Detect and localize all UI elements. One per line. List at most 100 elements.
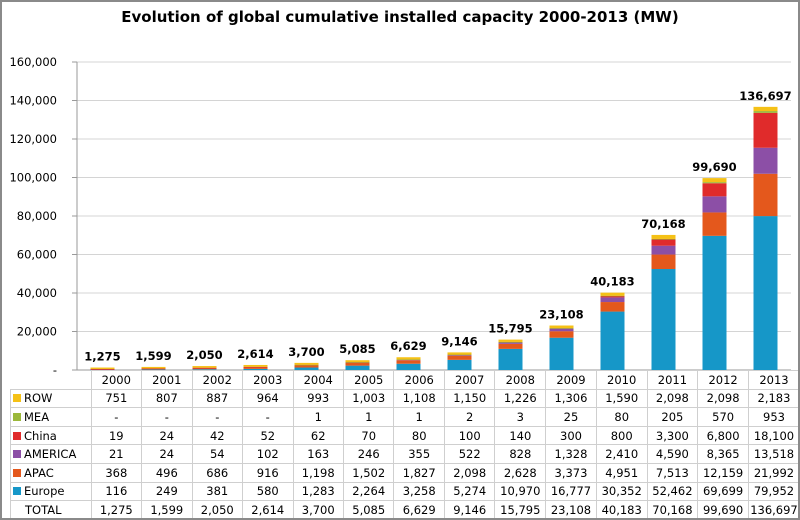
- bar-segment-america: [447, 354, 472, 356]
- bar-segment-apac: [651, 254, 676, 270]
- y-tick-label: 120,000: [9, 132, 57, 146]
- total-data-label: 40,183: [590, 275, 634, 289]
- x-tick-label: 2004: [292, 370, 344, 390]
- bar-segment-mea: [702, 182, 727, 184]
- legend-entry: ROW: [10, 388, 92, 409]
- bar-segment-europe: [141, 369, 166, 371]
- table-cell: 8,365: [697, 444, 749, 464]
- x-tick-label: 2001: [141, 370, 193, 390]
- legend-entry: China: [10, 425, 92, 446]
- bar-segment-apac: [549, 331, 574, 338]
- bar-segment-row: [702, 178, 727, 183]
- y-tick-label: 60,000: [17, 248, 57, 262]
- table-cell: 69,699: [697, 481, 749, 502]
- x-tick-label: 2009: [545, 370, 597, 390]
- table-row-america: AMERICA 21 24 54 102 163 246 355 522 828 1,328 2,41…: [10, 444, 800, 464]
- bar-segment-china: [753, 112, 778, 148]
- legend-label: APAC: [24, 465, 54, 480]
- table-cell: 2,098: [443, 462, 496, 483]
- table-cell: 79,952: [747, 481, 800, 502]
- table-corner: [10, 370, 92, 390]
- bar-segment-china: [651, 239, 676, 246]
- table-cell: 1,226: [494, 388, 547, 409]
- bar-segment-europe: [753, 216, 778, 370]
- table-row-total: TOTAL 1,275 1,599 2,050 2,614 3,700 5,085 6,629…: [10, 500, 800, 520]
- table-cell: 6,800: [697, 425, 749, 446]
- total-data-label: 99,690: [692, 160, 736, 174]
- table-cell: 1,328: [545, 444, 597, 464]
- y-tick-label: 40,000: [17, 286, 57, 300]
- bar-segment-mea: [651, 238, 676, 240]
- bar-segment-apac: [702, 212, 727, 236]
- x-tick-label: 2005: [342, 370, 395, 390]
- bar-segment-apac: [243, 367, 268, 369]
- bar-segment-mea: [600, 295, 625, 297]
- table-cell: 2,264: [342, 481, 395, 502]
- x-tick-label: 2006: [393, 370, 445, 390]
- bar-segment-america: [651, 245, 676, 255]
- table-cell: 4,951: [595, 462, 648, 483]
- table-cell: 54: [191, 444, 244, 464]
- bar-segment-europe: [702, 235, 727, 370]
- table-cell: 1,108: [393, 388, 445, 409]
- x-tick-label: 2013: [747, 370, 800, 390]
- bar-segment-apac: [396, 360, 421, 364]
- table-cell: 1: [292, 407, 344, 427]
- legend-entry: APAC: [10, 462, 92, 483]
- table-cell: 800: [595, 425, 648, 446]
- total-data-label: 70,168: [641, 217, 685, 231]
- bar-segment-row: [600, 292, 625, 296]
- table-cell: 3,700: [292, 500, 344, 520]
- y-tick-label: 140,000: [9, 94, 57, 108]
- legend-swatch: [13, 394, 21, 403]
- table-cell: 6,629: [393, 500, 445, 520]
- table-cell: 5,274: [443, 481, 496, 502]
- bar-segment-mea: [753, 111, 778, 113]
- chart-title: Evolution of global cumulative installed…: [121, 8, 679, 26]
- bar-segment-apac: [498, 343, 523, 349]
- table-cell: 1: [393, 407, 445, 427]
- bar-segment-row: [498, 339, 523, 342]
- table-cell: 828: [494, 444, 547, 464]
- legend-label: MEA: [24, 409, 50, 424]
- bar-segment-europe: [651, 269, 676, 370]
- table-row-row: ROW 751 807 887 964 993 1,003 1,108 1,150 1,226 1,…: [10, 388, 800, 409]
- table-cell: 24: [141, 444, 193, 464]
- bar-segment-apac: [294, 365, 319, 368]
- legend-label: ROW: [24, 391, 53, 406]
- total-data-label: 1,275: [84, 350, 120, 364]
- table-cell: 99,690: [697, 500, 749, 520]
- table-cell: 7,513: [646, 462, 699, 483]
- table-cell: 355: [393, 444, 445, 464]
- bar-segment-europe: [600, 311, 625, 370]
- x-tick-label: 2007: [443, 370, 496, 390]
- table-cell: 580: [242, 481, 294, 502]
- legend-label: China: [24, 428, 57, 443]
- bar-segment-china: [192, 367, 217, 369]
- table-cell: 1,003: [342, 388, 395, 409]
- table-cell: 916: [242, 462, 294, 483]
- table-cell: 102: [242, 444, 294, 464]
- table-cell: 140: [494, 425, 547, 446]
- y-tick-label: -: [53, 363, 57, 372]
- table-cell: 1,502: [342, 462, 395, 483]
- table-cell: 249: [141, 481, 193, 502]
- bar-segment-america: [549, 328, 574, 332]
- bar-segment-mea: [294, 364, 319, 366]
- table-cell: 2,628: [494, 462, 547, 483]
- table-cell: -: [242, 407, 294, 427]
- bar-segment-row: [243, 364, 268, 367]
- bar-segment-mea: [549, 328, 574, 329]
- table-cell: 19: [90, 425, 143, 446]
- table-cell: 2: [443, 407, 496, 427]
- table-cell: -: [191, 407, 244, 427]
- legend-label: AMERICA: [24, 447, 77, 462]
- table-cell: 1,275: [90, 500, 143, 520]
- x-tick-label: 2008: [494, 370, 547, 390]
- bar-segment-apac: [753, 173, 778, 217]
- table-cell: 2,098: [697, 388, 749, 409]
- bar-segment-europe: [345, 365, 370, 370]
- table-row-china: China 19 24 42 52 62 70 80 100 140 300 800 3,300 6,80…: [10, 425, 800, 446]
- table-cell: 2,410: [595, 444, 648, 464]
